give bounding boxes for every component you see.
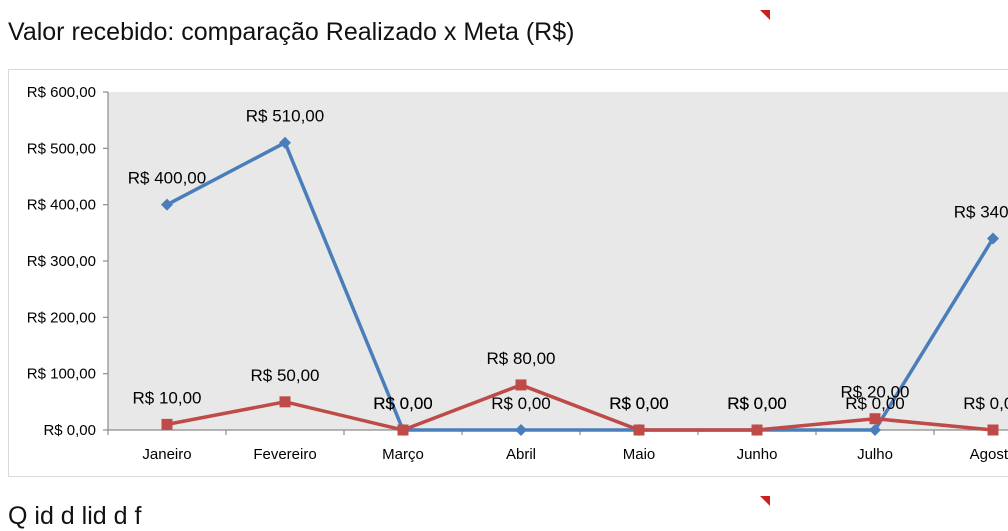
x-tick-label: Agosto: [970, 446, 1008, 463]
x-tick-label: Junho: [737, 446, 778, 463]
x-tick-label: Março: [382, 446, 424, 463]
comment-indicator[interactable]: [760, 10, 770, 20]
x-tick-label: Fevereiro: [253, 446, 316, 463]
y-tick-label: R$ 100,00: [27, 366, 96, 383]
comment-indicator-2[interactable]: [760, 496, 770, 506]
data-label-0: R$ 400,00: [128, 169, 206, 188]
data-label-0: R$ 0,00: [373, 394, 433, 413]
y-tick-label: R$ 600,00: [27, 84, 96, 101]
plot-background: [108, 92, 1008, 430]
line-chart: R$ 0,00 R$ 100,00 R$ 200,00 R$ 300,00 R$ 400…: [27, 84, 1008, 463]
data-label-0: R$ 0,00: [491, 394, 551, 413]
data-label-0: R$ 0,00: [727, 394, 787, 413]
series-point-1: [279, 396, 291, 408]
data-label-0: R$ 510,00: [246, 107, 324, 126]
chart-area[interactable]: R$ 0,00 R$ 100,00 R$ 200,00 R$ 300,00 R$ 400…: [8, 69, 1008, 477]
series-point-1: [515, 379, 527, 391]
y-tick-label: R$ 400,00: [27, 197, 96, 214]
series-point-0: [279, 136, 291, 149]
series-point-1: [751, 424, 763, 436]
x-tick-label: Janeiro: [142, 446, 191, 463]
chart-title: Valor recebido: comparação Realizado x M…: [8, 18, 575, 46]
series-point-1: [869, 413, 881, 425]
series-point-0: [869, 424, 881, 436]
series-line-1: [166, 383, 994, 432]
series-line-0: [166, 140, 995, 432]
data-label-1: R$ 80,00: [487, 349, 556, 368]
series-point-0: [515, 424, 527, 436]
data-label-1: R$ 0,00: [609, 394, 669, 413]
data-label-1: R$ 0,00: [727, 394, 787, 413]
x-tick-label: Maio: [623, 446, 656, 463]
y-tick-label: R$ 200,00: [27, 309, 96, 326]
series-point-1: [633, 424, 645, 436]
y-tick-label: R$ 500,00: [27, 140, 96, 157]
series-point-1: [161, 418, 173, 430]
series-point-1: [397, 424, 409, 436]
data-label-1: R$ 50,00: [251, 366, 320, 385]
series-point-0: [161, 198, 173, 211]
series-point-1: [987, 424, 999, 436]
data-label-1: R$ 0,00: [373, 394, 433, 413]
next-chart-title: Q id d lid d f: [8, 502, 142, 530]
x-tick-label: Abril: [506, 446, 536, 463]
y-tick-label: R$ 300,00: [27, 253, 96, 270]
data-label-0: R$ 0,00: [609, 394, 669, 413]
series-point-0: [987, 232, 999, 245]
data-label-1: R$ 20,00: [841, 383, 910, 402]
x-tick-label: Julho: [857, 446, 893, 463]
data-label-0: R$ 0,00: [845, 394, 905, 413]
data-label-0: R$ 340,00: [954, 202, 1008, 221]
data-label-1: R$ 10,00: [133, 388, 202, 407]
y-tick-label: R$ 0,00: [43, 422, 96, 439]
data-label-1: R$ 0,00: [963, 394, 1008, 413]
